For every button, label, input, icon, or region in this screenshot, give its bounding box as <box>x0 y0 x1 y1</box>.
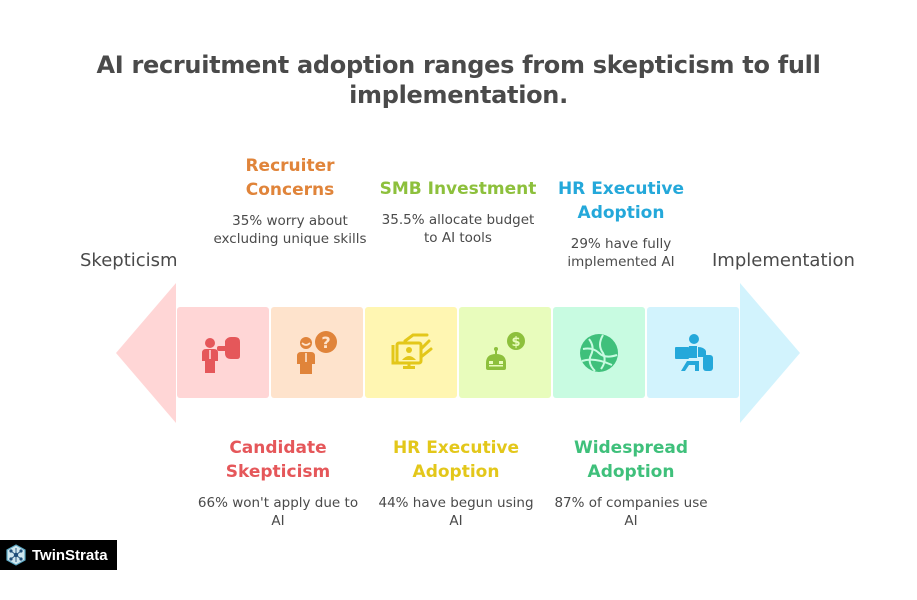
stage-description: 87% of companies use AI <box>554 495 708 529</box>
stage-title: HR Executive Adoption <box>557 179 685 223</box>
stage-label-widespread-adoption: Widespread Adoption 87% of companies use… <box>546 436 716 530</box>
left-arrow-head <box>116 283 176 423</box>
stage-title: SMB Investment <box>379 179 537 199</box>
stage-card-hr-executive-full <box>647 307 739 398</box>
stage-label-hr-executive-full: HR Executive Adoption 29% have fully imp… <box>536 177 706 271</box>
stage-card-smb-investment: $ <box>459 307 551 398</box>
stage-card-widespread-adoption <box>553 307 645 398</box>
stage-label-hr-executive-begun: HR Executive Adoption 44% have begun usi… <box>371 436 541 530</box>
stage-label-smb-investment: SMB Investment 35.5% allocate budget to … <box>373 177 543 247</box>
brand-badge: TwinStrata <box>0 540 117 570</box>
person-laptop-icon <box>675 333 713 371</box>
twinstrata-logo-icon <box>6 544 26 566</box>
person-pointing-icon <box>202 336 240 373</box>
stage-label-recruiter-concerns: Recruiter Concerns 35% worry about exclu… <box>205 154 375 248</box>
stage-card-recruiter-concerns: ? <box>271 307 363 398</box>
stage-description: 35.5% allocate budget to AI tools <box>381 212 535 246</box>
globe-network-icon <box>580 333 618 372</box>
brand-name: TwinStrata <box>32 546 108 564</box>
stage-description: 66% won't apply due to AI <box>197 495 359 529</box>
stage-title: HR Executive Adoption <box>392 438 520 482</box>
person-question-icon: ? <box>297 330 337 374</box>
skepticism-label: Skepticism <box>80 250 178 271</box>
stage-description: 35% worry about excluding unique skills <box>213 213 367 247</box>
monitor-profile-icon <box>391 333 433 369</box>
stage-description: 29% have fully implemented AI <box>567 236 675 270</box>
right-arrow-head <box>740 283 800 423</box>
svg-text:?: ? <box>321 333 330 352</box>
stage-title: Recruiter Concerns <box>245 156 335 200</box>
stage-title: Candidate Skepticism <box>225 438 331 482</box>
robot-dollar-icon: $ <box>486 331 525 370</box>
stage-title: Widespread Adoption <box>573 438 689 482</box>
svg-text:$: $ <box>511 335 520 350</box>
stage-card-hr-executive-begun <box>365 307 457 398</box>
page-title: AI recruitment adoption ranges from skep… <box>96 51 821 109</box>
stage-card-candidate-skepticism <box>177 307 269 398</box>
stage-label-candidate-skepticism: Candidate Skepticism 66% won't apply due… <box>193 436 363 530</box>
stage-description: 44% have begun using AI <box>378 495 534 529</box>
implementation-label: Implementation <box>712 250 855 271</box>
